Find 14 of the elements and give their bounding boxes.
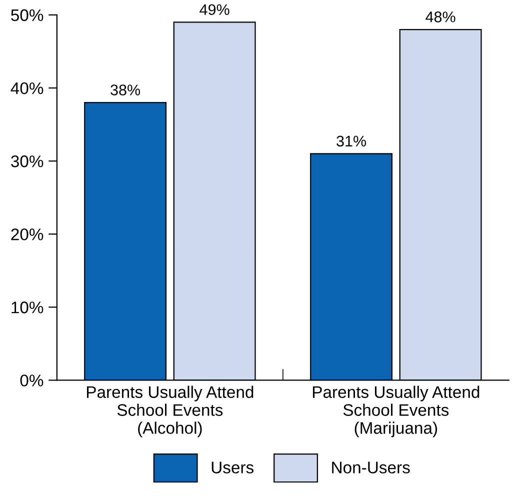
legend-label: Non-Users: [332, 462, 410, 474]
x-tick-label: Parents Usually Attend School Events (Alcohol): [86, 386, 254, 438]
y-tick-label: 50%: [11, 9, 44, 22]
data-label: 48%: [426, 12, 456, 22]
data-label: 49%: [200, 4, 230, 16]
y-tick-label: 0%: [20, 374, 44, 386]
legend-label: Users: [212, 462, 254, 474]
y-tick-label: 40%: [10, 82, 44, 94]
x-tick-label: Parents Usually Attend School Events (Marijuana): [312, 386, 480, 438]
data-label: 38%: [110, 84, 140, 96]
y-tick-label: 30%: [11, 155, 44, 168]
y-tick-label: 10%: [12, 302, 44, 314]
y-tick-label: 20%: [11, 228, 44, 240]
data-label: 31%: [336, 136, 366, 147]
